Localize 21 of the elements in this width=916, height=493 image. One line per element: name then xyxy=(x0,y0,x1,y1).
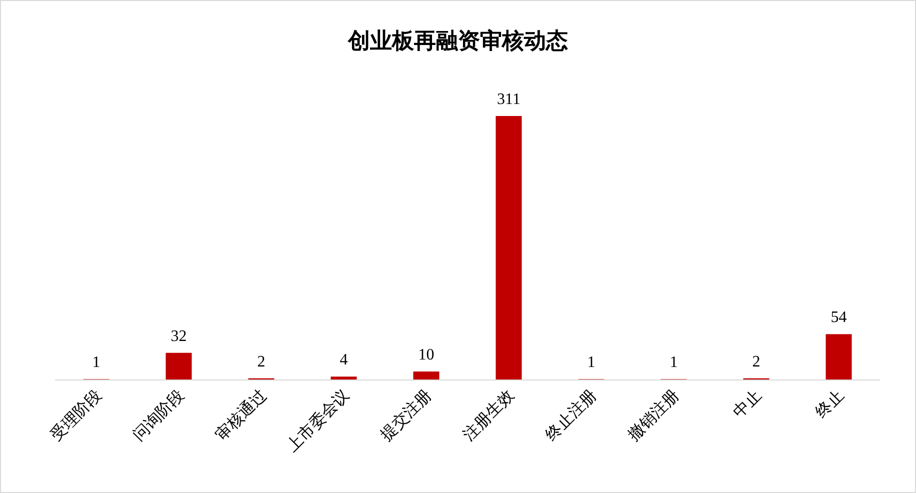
chart-title: 创业板再融资审核动态 xyxy=(347,28,568,53)
x-tick-label: 终止注册 xyxy=(542,386,600,444)
x-tick-label: 撤销注册 xyxy=(624,386,683,444)
data-label: 311 xyxy=(497,91,520,108)
x-tick-label: 提交注册 xyxy=(377,386,436,444)
data-label: 4 xyxy=(340,352,348,369)
data-label: 1 xyxy=(587,354,596,372)
data-label: 54 xyxy=(830,309,847,326)
x-tick-label: 注册生效 xyxy=(460,386,518,444)
data-label: 2 xyxy=(752,353,760,370)
data-label: 1 xyxy=(670,354,678,372)
data-label: 32 xyxy=(170,328,187,345)
x-tick-label: 审核通过 xyxy=(212,386,270,444)
data-label: 10 xyxy=(418,346,434,364)
x-tick-label: 中止 xyxy=(730,386,766,422)
x-tick-label: 受理阶段 xyxy=(47,386,106,444)
x-tick-label: 上市委会议 xyxy=(283,386,353,456)
x-tick-label: 问询阶段 xyxy=(130,386,188,444)
data-label: 1 xyxy=(92,354,100,372)
x-tick-label: 终止 xyxy=(812,386,848,422)
data-label: 2 xyxy=(257,353,266,370)
